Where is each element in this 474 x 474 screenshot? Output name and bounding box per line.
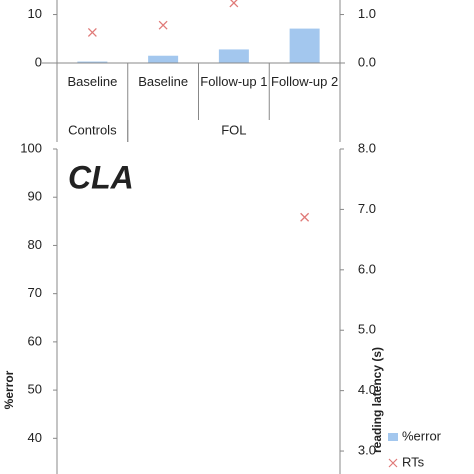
bar bbox=[289, 28, 320, 63]
y2-tick-label: 8.0 bbox=[358, 140, 376, 155]
y-tick-label: 80 bbox=[28, 237, 42, 252]
y-tick-label: 40 bbox=[28, 430, 42, 445]
y-tick-label: 50 bbox=[28, 382, 42, 397]
y2-axis-label: reading latency (s) bbox=[370, 347, 384, 453]
y-tick-label: 70 bbox=[28, 285, 42, 300]
y-tick-label: 90 bbox=[28, 189, 42, 204]
rt-marker bbox=[229, 0, 239, 8]
y-tick-label: 100 bbox=[20, 140, 42, 155]
group-label: FOL bbox=[221, 122, 246, 137]
group-label: Controls bbox=[68, 122, 117, 137]
legend-swatch bbox=[388, 458, 398, 468]
y-tick-label: 60 bbox=[28, 333, 42, 348]
bar bbox=[148, 55, 179, 63]
y2-tick-label: 3.0 bbox=[358, 442, 376, 457]
x-tick-label: Follow-up 1 bbox=[200, 74, 268, 89]
y-axis-label: %error bbox=[2, 370, 16, 409]
y2-tick-label: 5.0 bbox=[358, 322, 376, 337]
rt-marker bbox=[300, 212, 310, 222]
y2-tick-label: 4.0 bbox=[358, 382, 376, 397]
bar bbox=[77, 61, 108, 63]
y-tick-label: 0 bbox=[35, 54, 42, 69]
x-tick-label: Baseline bbox=[67, 74, 118, 89]
rt-marker bbox=[158, 20, 168, 30]
x-tick-label: Baseline bbox=[138, 74, 189, 89]
y2-tick-label: 6.0 bbox=[358, 261, 376, 276]
y2-tick-label: 0.0 bbox=[358, 54, 376, 69]
legend-swatch bbox=[388, 433, 398, 441]
y2-tick-label: 1.0 bbox=[358, 6, 376, 21]
x-tick-label: Follow-up 2 bbox=[271, 74, 339, 89]
legend-label: %error bbox=[402, 428, 442, 443]
bar bbox=[218, 49, 249, 63]
y2-tick-label: 7.0 bbox=[358, 201, 376, 216]
legend-label: RTs bbox=[402, 454, 425, 469]
y-tick-label: 10 bbox=[28, 6, 42, 21]
rt-marker bbox=[87, 28, 97, 37]
chart-title: CLA bbox=[68, 159, 134, 195]
